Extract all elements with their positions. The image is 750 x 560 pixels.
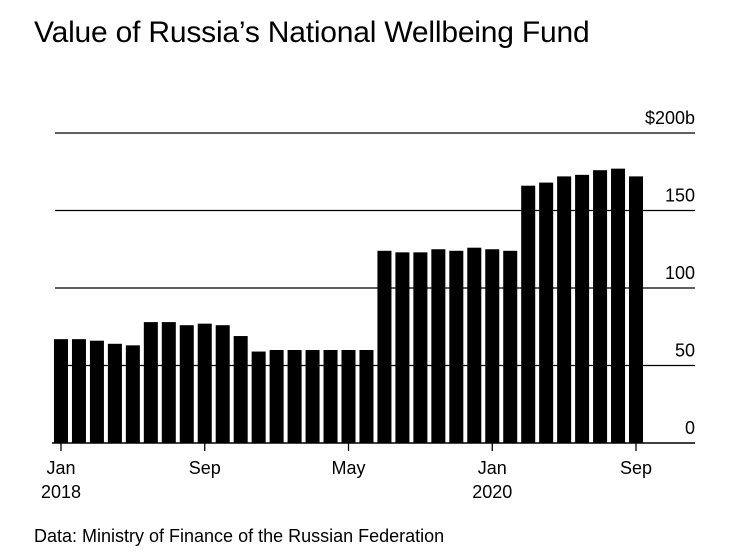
- x-axis: Jan 2018 Sep May Jan 2020 Sep: [41, 442, 695, 502]
- bar: [161, 322, 176, 443]
- chart-title: Value of Russia’s National Wellbeing Fun…: [34, 16, 590, 49]
- bar: [359, 350, 374, 443]
- y-tick-label: 150: [665, 186, 695, 206]
- bar: [251, 351, 266, 443]
- bar: [557, 176, 572, 443]
- y-axis-labels: 0 50 100 150 $200b: [645, 108, 695, 438]
- y-tick-label: 0: [685, 418, 695, 438]
- bar: [575, 174, 590, 443]
- x-tick-label: May: [331, 458, 365, 478]
- source-note: Data: Ministry of Finance of the Russian…: [34, 526, 445, 546]
- bar: [377, 250, 392, 443]
- x-tick-label: Sep: [620, 458, 652, 478]
- bar: [125, 345, 140, 443]
- bar: [503, 250, 518, 443]
- bar: [323, 350, 338, 443]
- bar: [305, 350, 320, 443]
- bar: [629, 176, 644, 443]
- bar: [341, 350, 356, 443]
- bar: [539, 182, 554, 443]
- x-tick-year-label: 2018: [41, 482, 81, 502]
- bar: [143, 322, 158, 443]
- bar: [179, 325, 194, 443]
- bar: [71, 339, 86, 443]
- x-tick-year-label: 2020: [472, 482, 512, 502]
- bar: [611, 168, 626, 443]
- bar: [449, 250, 464, 443]
- bar: [287, 350, 302, 443]
- y-tick-label: $200b: [645, 108, 695, 128]
- x-tick-label: Sep: [189, 458, 221, 478]
- bars: [53, 168, 644, 443]
- bar: [197, 323, 212, 443]
- bar: [485, 249, 500, 443]
- bar: [269, 350, 284, 443]
- bar: [467, 247, 482, 443]
- bar: [521, 185, 536, 443]
- bar: [395, 252, 410, 443]
- bar: [215, 325, 230, 443]
- x-tick-label: Jan: [478, 458, 507, 478]
- bar: [593, 170, 608, 443]
- bar: [107, 343, 122, 443]
- bar: [233, 336, 248, 443]
- x-tick-label: Jan: [46, 458, 75, 478]
- bar: [431, 249, 446, 443]
- y-tick-label: 50: [675, 341, 695, 361]
- bar: [89, 340, 104, 443]
- bar: [53, 339, 68, 443]
- y-tick-label: 100: [665, 263, 695, 283]
- bar: [413, 252, 428, 443]
